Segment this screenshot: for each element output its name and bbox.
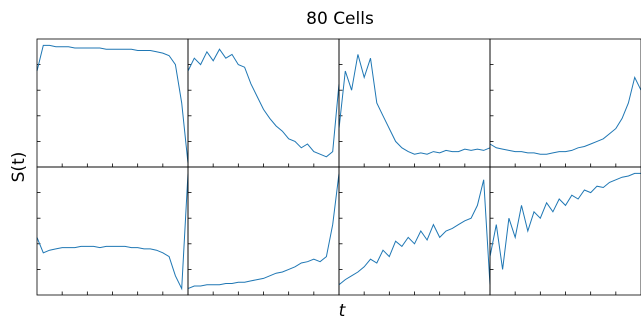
axes-frame — [36, 38, 189, 168]
axes-frame — [36, 166, 189, 296]
series-line — [36, 44, 189, 164]
series-line — [489, 75, 641, 155]
axes-frame — [187, 38, 340, 168]
axes-frame — [489, 38, 641, 168]
y-axis-label: S(t) — [9, 152, 29, 183]
series-line — [187, 48, 340, 158]
axes-frame — [338, 166, 491, 296]
series-line — [338, 54, 491, 155]
axes-frame — [489, 166, 641, 296]
series-line — [489, 172, 641, 270]
series-line — [187, 173, 340, 290]
axes-frame — [187, 166, 340, 296]
x-axis-label: t — [339, 301, 347, 320]
figure-title: 80 Cells — [306, 9, 374, 29]
series-line — [338, 179, 491, 286]
series-line — [36, 173, 189, 291]
axes-frame — [338, 38, 491, 168]
